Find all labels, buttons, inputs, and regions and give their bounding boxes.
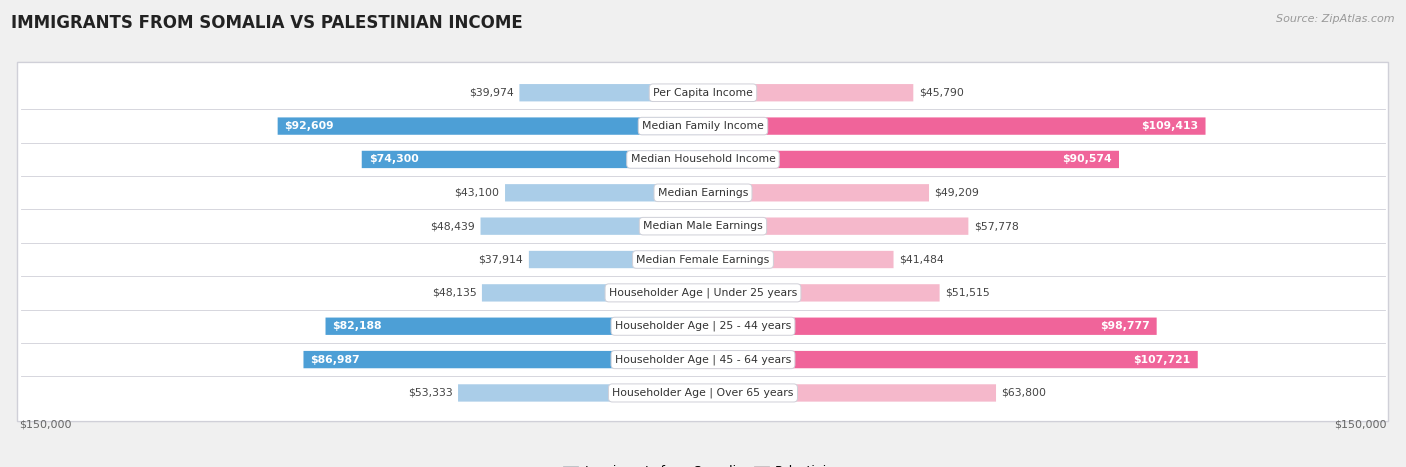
Text: $48,439: $48,439 (430, 221, 475, 231)
Text: Median Household Income: Median Household Income (630, 155, 776, 164)
Text: Median Male Earnings: Median Male Earnings (643, 221, 763, 231)
FancyBboxPatch shape (529, 251, 703, 268)
FancyBboxPatch shape (703, 84, 914, 101)
FancyBboxPatch shape (703, 251, 894, 268)
FancyBboxPatch shape (703, 184, 929, 201)
Text: Householder Age | 45 - 64 years: Householder Age | 45 - 64 years (614, 354, 792, 365)
Text: Householder Age | 25 - 44 years: Householder Age | 25 - 44 years (614, 321, 792, 332)
Text: $74,300: $74,300 (368, 155, 419, 164)
Text: $92,609: $92,609 (284, 121, 335, 131)
FancyBboxPatch shape (703, 384, 995, 402)
Text: IMMIGRANTS FROM SOMALIA VS PALESTINIAN INCOME: IMMIGRANTS FROM SOMALIA VS PALESTINIAN I… (11, 14, 523, 32)
FancyBboxPatch shape (304, 351, 703, 368)
Text: Per Capita Income: Per Capita Income (652, 88, 754, 98)
Text: $53,333: $53,333 (408, 388, 453, 398)
Text: $86,987: $86,987 (311, 354, 360, 365)
Text: Median Family Income: Median Family Income (643, 121, 763, 131)
Text: $49,209: $49,209 (935, 188, 980, 198)
Text: Householder Age | Over 65 years: Householder Age | Over 65 years (612, 388, 794, 398)
FancyBboxPatch shape (17, 63, 1389, 422)
FancyBboxPatch shape (505, 184, 703, 201)
Text: $39,974: $39,974 (470, 88, 513, 98)
FancyBboxPatch shape (458, 384, 703, 402)
FancyBboxPatch shape (519, 84, 703, 101)
Text: $63,800: $63,800 (1001, 388, 1046, 398)
Text: $45,790: $45,790 (920, 88, 963, 98)
FancyBboxPatch shape (703, 117, 1205, 135)
Text: Householder Age | Under 25 years: Householder Age | Under 25 years (609, 288, 797, 298)
Text: $98,777: $98,777 (1099, 321, 1150, 331)
Text: Source: ZipAtlas.com: Source: ZipAtlas.com (1277, 14, 1395, 24)
Text: $51,515: $51,515 (945, 288, 990, 298)
FancyBboxPatch shape (361, 151, 703, 168)
Text: $109,413: $109,413 (1142, 121, 1199, 131)
Text: $48,135: $48,135 (432, 288, 477, 298)
Legend: Immigrants from Somalia, Palestinian: Immigrants from Somalia, Palestinian (558, 460, 848, 467)
Text: $82,188: $82,188 (332, 321, 382, 331)
FancyBboxPatch shape (703, 284, 939, 302)
FancyBboxPatch shape (703, 218, 969, 235)
Text: $107,721: $107,721 (1133, 354, 1191, 365)
Text: $90,574: $90,574 (1063, 155, 1112, 164)
FancyBboxPatch shape (277, 117, 703, 135)
Text: $150,000: $150,000 (18, 420, 72, 430)
FancyBboxPatch shape (703, 151, 1119, 168)
Text: Median Earnings: Median Earnings (658, 188, 748, 198)
Text: $57,778: $57,778 (974, 221, 1018, 231)
FancyBboxPatch shape (481, 218, 703, 235)
Text: $41,484: $41,484 (898, 255, 943, 264)
FancyBboxPatch shape (326, 318, 703, 335)
Text: Median Female Earnings: Median Female Earnings (637, 255, 769, 264)
Text: $37,914: $37,914 (478, 255, 523, 264)
Text: $43,100: $43,100 (454, 188, 499, 198)
FancyBboxPatch shape (703, 351, 1198, 368)
Text: $150,000: $150,000 (1334, 420, 1388, 430)
FancyBboxPatch shape (482, 284, 703, 302)
FancyBboxPatch shape (703, 318, 1157, 335)
